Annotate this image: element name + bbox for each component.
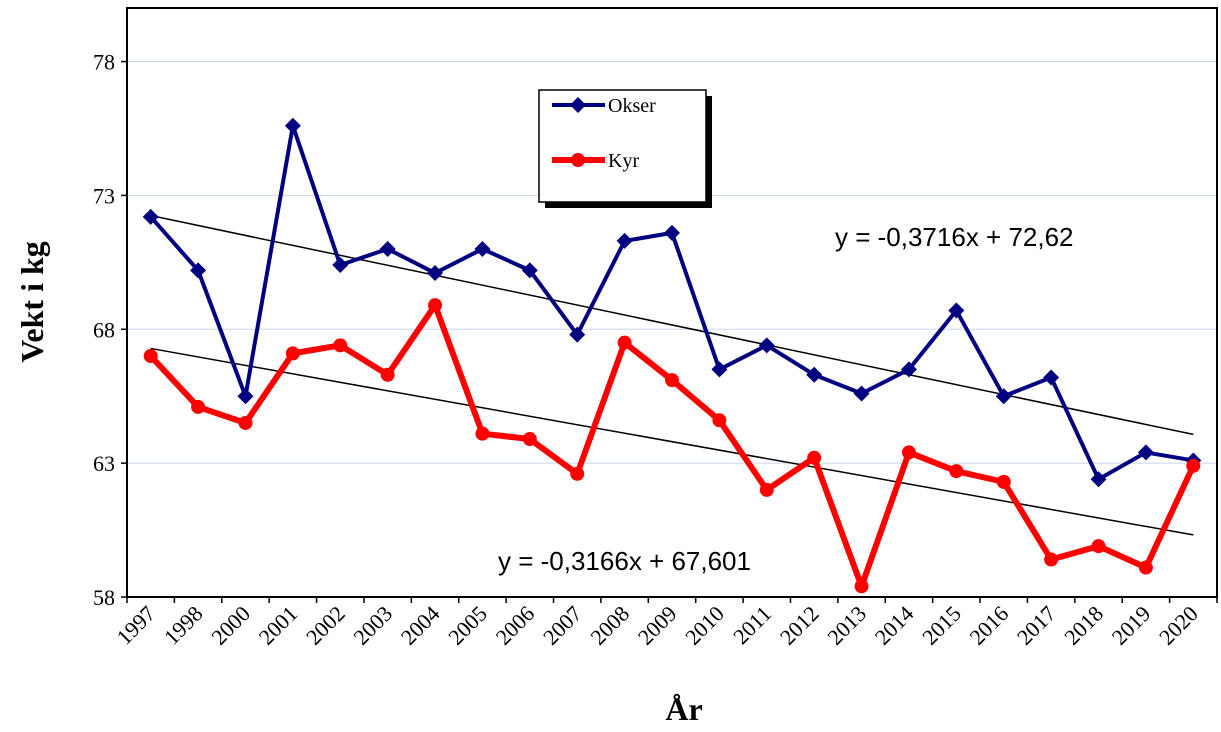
legend-marker-okser bbox=[570, 97, 586, 113]
point-kyr bbox=[1044, 552, 1059, 567]
point-okser bbox=[237, 388, 254, 405]
x-tick-label: 2017 bbox=[1012, 601, 1061, 650]
point-kyr bbox=[996, 474, 1011, 489]
x-tick-label: 2015 bbox=[917, 601, 966, 650]
x-tick-label: 2012 bbox=[775, 601, 824, 650]
legend: Okser Kyr bbox=[538, 89, 712, 208]
x-tick-label: 2010 bbox=[680, 601, 729, 650]
point-kyr bbox=[712, 413, 727, 428]
point-kyr bbox=[617, 335, 632, 350]
y-axis-ticks: 58 63 68 73 78 bbox=[93, 50, 127, 610]
x-tick-label: 2016 bbox=[964, 601, 1013, 650]
x-axis-title: År bbox=[665, 691, 702, 727]
x-tick-label: 2001 bbox=[254, 601, 303, 650]
x-tick-label: 1998 bbox=[159, 601, 208, 650]
legend-label-okser: Okser bbox=[608, 95, 656, 117]
x-tick-label: 2008 bbox=[585, 601, 634, 650]
x-tick-label: 2005 bbox=[443, 601, 492, 650]
y-tick-label: 68 bbox=[93, 317, 115, 342]
point-okser bbox=[190, 262, 207, 279]
point-kyr bbox=[285, 346, 300, 361]
point-okser bbox=[995, 388, 1012, 405]
plot-frame bbox=[126, 7, 1218, 598]
x-tick-label: 2009 bbox=[633, 601, 682, 650]
point-okser bbox=[1043, 369, 1060, 386]
y-tick-label: 58 bbox=[93, 585, 115, 610]
point-okser bbox=[900, 361, 917, 378]
point-okser bbox=[711, 361, 728, 378]
trend-equation-kyr: y = -0,3166x + 67,601 bbox=[498, 546, 751, 576]
x-tick-label: 2006 bbox=[491, 601, 540, 650]
point-kyr bbox=[901, 445, 916, 460]
trendline-okser bbox=[150, 214, 1194, 436]
point-kyr bbox=[759, 482, 774, 497]
x-tick-label: 1997 bbox=[111, 601, 160, 650]
point-okser bbox=[1090, 471, 1107, 488]
point-kyr bbox=[428, 298, 443, 313]
legend-items: Okser Kyr bbox=[552, 95, 656, 172]
point-okser bbox=[521, 262, 538, 279]
x-tick-label: 2000 bbox=[206, 601, 255, 650]
point-okser bbox=[379, 240, 396, 257]
legend-marker-kyr bbox=[571, 153, 585, 167]
point-okser bbox=[616, 232, 633, 249]
data-series bbox=[142, 117, 1202, 594]
y-tick-label: 78 bbox=[93, 50, 115, 75]
point-okser bbox=[284, 117, 301, 134]
x-tick-label: 2013 bbox=[822, 601, 871, 650]
point-okser bbox=[332, 257, 349, 274]
legend-box bbox=[538, 89, 707, 203]
trend-equation-okser: y = -0,3716x + 72,62 bbox=[835, 222, 1074, 252]
x-tick-label: 2014 bbox=[870, 601, 919, 650]
point-okser bbox=[142, 208, 159, 225]
point-kyr bbox=[238, 415, 253, 430]
point-kyr bbox=[665, 373, 679, 388]
y-axis-title: Vekt i kg bbox=[14, 241, 50, 363]
point-kyr bbox=[1138, 560, 1153, 575]
point-kyr bbox=[191, 399, 206, 414]
point-okser bbox=[664, 224, 680, 241]
point-kyr bbox=[1091, 539, 1106, 554]
point-okser bbox=[474, 240, 491, 257]
x-tick-label: 2007 bbox=[538, 601, 587, 650]
x-tick-label: 2003 bbox=[348, 601, 397, 650]
point-okser bbox=[1137, 444, 1154, 461]
point-kyr bbox=[1186, 458, 1201, 473]
point-okser bbox=[758, 337, 775, 354]
point-okser bbox=[427, 265, 444, 282]
x-tick-label: 2019 bbox=[1107, 601, 1156, 650]
point-kyr bbox=[522, 432, 537, 447]
point-kyr bbox=[949, 464, 964, 479]
x-tick-label: 2020 bbox=[1154, 601, 1203, 650]
point-okser bbox=[806, 366, 823, 383]
x-tick-label: 2011 bbox=[728, 601, 776, 649]
point-kyr bbox=[333, 338, 348, 353]
y-tick-label: 63 bbox=[93, 451, 115, 476]
x-axis-ticks: 1997199820002001200220032004200520062007… bbox=[111, 597, 1218, 650]
point-kyr bbox=[475, 426, 490, 441]
x-tick-label: 2018 bbox=[1059, 601, 1108, 650]
x-tick-label: 2002 bbox=[301, 601, 350, 650]
point-kyr bbox=[570, 466, 585, 481]
point-okser bbox=[853, 385, 870, 402]
point-okser bbox=[948, 302, 965, 319]
point-kyr bbox=[807, 450, 822, 465]
point-kyr bbox=[143, 349, 158, 364]
point-kyr bbox=[854, 579, 869, 594]
point-okser bbox=[569, 326, 586, 343]
point-kyr bbox=[380, 367, 395, 382]
y-tick-label: 73 bbox=[93, 183, 115, 208]
legend-label-kyr: Kyr bbox=[608, 150, 639, 172]
x-tick-label: 2004 bbox=[396, 601, 445, 650]
series-line-kyr bbox=[148, 302, 1197, 590]
